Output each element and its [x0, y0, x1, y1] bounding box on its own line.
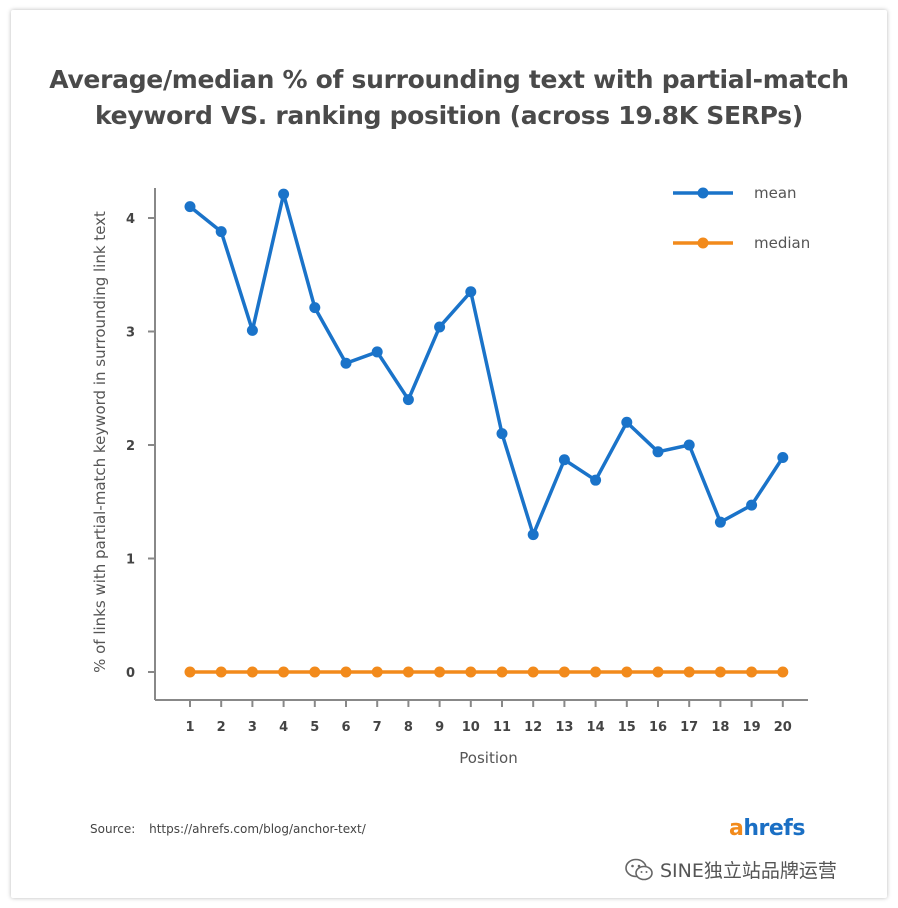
data-point-mean: [683, 439, 695, 451]
x-axis-title: Position: [459, 749, 517, 767]
data-point-mean: [527, 529, 539, 541]
data-point-mean: [714, 516, 726, 528]
y-tick-label: 1: [126, 553, 135, 568]
data-point-median: [746, 666, 758, 678]
data-point-median: [246, 666, 258, 678]
watermark: SINE独立站品牌运营: [624, 856, 837, 883]
data-point-median: [652, 666, 664, 678]
chart-title-line-1: Average/median % of surrounding text wit…: [49, 65, 849, 94]
x-tick-label: 2: [217, 720, 226, 735]
data-point-mean: [184, 201, 196, 213]
x-tick-label: 18: [711, 720, 729, 735]
x-tick-label: 19: [743, 720, 761, 735]
x-tick-label: 11: [493, 720, 511, 735]
logo-rest: hrefs: [743, 816, 805, 841]
data-point-mean: [340, 357, 352, 369]
source-label: Source:: [90, 822, 136, 836]
chart-title-line-2: keyword VS. ranking position (across 19.…: [95, 101, 803, 130]
data-point-mean: [496, 428, 508, 440]
data-point-mean: [590, 474, 602, 486]
x-tick-label: 9: [435, 720, 444, 735]
source-note: Source: https://ahrefs.com/blog/anchor-t…: [90, 822, 366, 836]
data-point-median: [184, 666, 196, 678]
x-tick-label: 5: [310, 720, 319, 735]
legend-marker-mean: [697, 187, 709, 199]
x-tick-label: 6: [341, 720, 350, 735]
data-point-median: [714, 666, 726, 678]
data-point-mean: [621, 416, 633, 428]
legend-label-median: median: [754, 234, 810, 252]
x-tick-label: 1: [185, 720, 194, 735]
watermark-text: SINE独立站品牌运营: [660, 860, 837, 882]
data-point-mean: [434, 321, 446, 333]
data-point-median: [621, 666, 633, 678]
y-tick-label: 0: [126, 666, 135, 681]
x-tick-label: 20: [774, 720, 792, 735]
x-tick-label: 3: [248, 720, 257, 735]
data-point-median: [527, 666, 539, 678]
data-point-mean: [309, 302, 321, 314]
source-link[interactable]: https://ahrefs.com/blog/anchor-text/: [149, 822, 366, 836]
legend-label-mean: mean: [754, 184, 797, 202]
data-point-mean: [402, 394, 414, 406]
x-tick-label: 14: [587, 720, 605, 735]
data-point-median: [558, 666, 570, 678]
x-tick-label: 4: [279, 720, 288, 735]
data-point-mean: [558, 454, 570, 466]
x-tick-label: 13: [555, 720, 573, 735]
y-tick-label: 2: [126, 439, 135, 454]
data-point-median: [340, 666, 352, 678]
data-point-mean: [215, 226, 227, 238]
chart-card: [11, 10, 887, 898]
x-tick-label: 12: [524, 720, 542, 735]
data-point-mean: [278, 188, 290, 200]
data-point-median: [496, 666, 508, 678]
data-point-median: [590, 666, 602, 678]
y-axis-title: % of links with partial-match keyword in…: [91, 211, 109, 673]
legend-marker-median: [697, 237, 709, 249]
x-tick-label: 8: [404, 720, 413, 735]
data-point-median: [371, 666, 383, 678]
data-point-mean: [371, 346, 383, 358]
data-point-median: [402, 666, 414, 678]
series-line-mean: [188, 192, 785, 537]
ahrefs-logo: ahrefs: [729, 816, 805, 841]
data-point-mean: [746, 499, 758, 511]
x-tick-label: 10: [462, 720, 480, 735]
data-point-median: [683, 666, 695, 678]
x-tick-label: 17: [680, 720, 698, 735]
data-point-mean: [652, 446, 664, 458]
data-point-median: [215, 666, 227, 678]
data-point-median: [434, 666, 446, 678]
y-tick-label: 4: [126, 212, 135, 227]
data-point-median: [465, 666, 477, 678]
wechat-icon: [625, 858, 653, 880]
data-point-median: [309, 666, 321, 678]
chart-title: Average/median % of surrounding text wit…: [0, 62, 898, 134]
data-point-mean: [246, 324, 258, 336]
logo-a: a: [729, 816, 744, 841]
x-tick-label: 7: [373, 720, 382, 735]
y-tick-label: 3: [126, 326, 135, 341]
x-tick-label: 16: [649, 720, 667, 735]
data-point-mean: [465, 286, 477, 298]
data-point-median: [278, 666, 290, 678]
data-point-median: [777, 666, 789, 678]
x-tick-label: 15: [618, 720, 636, 735]
data-point-mean: [777, 451, 789, 463]
